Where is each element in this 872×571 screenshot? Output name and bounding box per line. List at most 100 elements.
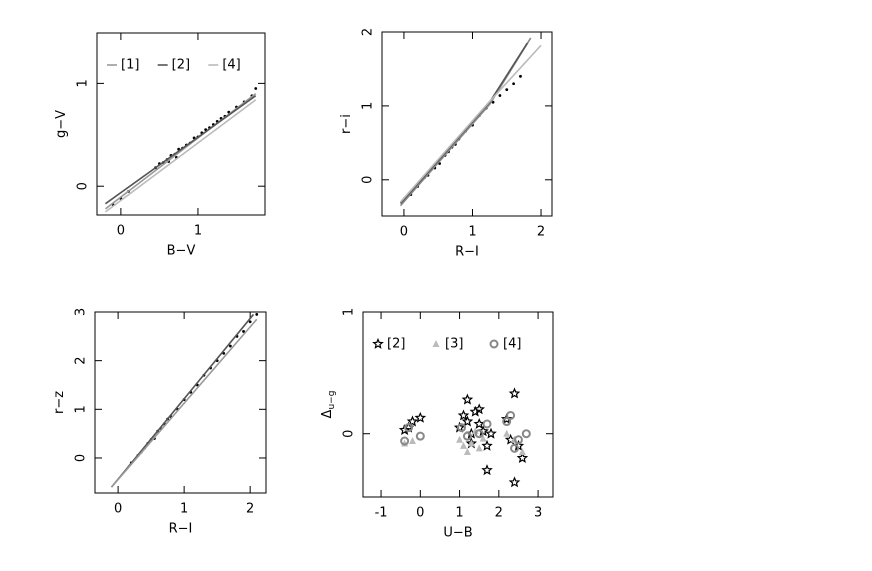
y-axis-label: g−V — [54, 110, 69, 138]
x-tick-label: 0 — [400, 225, 408, 240]
x-tick-label: 2 — [246, 502, 254, 517]
y-tick-label: 0 — [74, 454, 89, 462]
x-tick-label: 1 — [180, 502, 188, 517]
x-axis-label: R−I — [169, 522, 193, 537]
circle-point — [506, 410, 516, 420]
star-point — [469, 405, 482, 417]
triangle-point — [479, 434, 487, 442]
point — [498, 94, 502, 97]
fit-line — [399, 44, 542, 203]
point — [228, 344, 232, 348]
legend-label: [1] — [121, 58, 139, 73]
x-tick-label: 0 — [416, 506, 424, 521]
x-axis-label: B−V — [167, 244, 196, 259]
circle-point — [415, 431, 425, 441]
y-tick-label: 0 — [361, 176, 376, 184]
circle-point — [482, 419, 492, 429]
y-tick-label: 0 — [342, 430, 357, 438]
y-tick-label: 1 — [76, 79, 91, 87]
y-tick-label: 1 — [361, 102, 376, 110]
circle-point — [510, 443, 520, 453]
legend-label: [2] — [172, 58, 190, 73]
legend-label: [2] — [387, 337, 405, 352]
point — [242, 330, 245, 333]
triangle-point — [463, 447, 471, 455]
circle-point — [457, 423, 467, 433]
x-axis-label: R−I — [455, 245, 479, 260]
y-axis-label: Δu−g — [320, 391, 337, 419]
circle-point — [502, 417, 512, 427]
y-tick-label: 1 — [342, 308, 357, 316]
x-tick-label: 0 — [114, 502, 122, 517]
y-tick-label: 2 — [361, 28, 376, 36]
plot-frame — [362, 311, 554, 498]
y-axis-label-sub: u−g — [327, 391, 337, 410]
fit-line — [110, 318, 258, 488]
legend-swatch — [372, 337, 384, 349]
triangle-point — [475, 444, 483, 452]
x-tick-label: 2 — [537, 225, 545, 240]
triangle-point — [471, 427, 479, 435]
star-point — [516, 452, 529, 463]
point — [254, 87, 258, 90]
plot-frame — [94, 311, 267, 494]
y-axis-label-main: Δ — [320, 409, 335, 418]
star-point — [473, 417, 485, 429]
y-axis-label: r−z — [52, 391, 67, 414]
legend-swatch — [489, 339, 499, 349]
star-point — [508, 387, 521, 399]
fit-line — [110, 313, 255, 488]
circle-point — [404, 423, 414, 433]
triangle-point — [459, 441, 467, 449]
y-axis-label-main: r−i — [339, 114, 354, 134]
circle-point — [513, 435, 523, 445]
legend-label: [4] — [503, 337, 521, 352]
point — [512, 82, 516, 86]
x-tick-label: 1 — [455, 506, 463, 521]
y-axis-label-main: r−z — [52, 391, 67, 414]
y-tick-label: 1 — [74, 405, 89, 413]
star-point — [406, 415, 419, 427]
circle-point — [462, 431, 472, 441]
star-point — [481, 439, 493, 451]
x-tick-label: 2 — [495, 506, 503, 521]
triangle-point — [456, 435, 464, 443]
triangle-point — [503, 429, 511, 437]
x-axis-label: U−B — [443, 526, 472, 541]
x-tick-label: 1 — [468, 225, 476, 240]
plot-frame — [381, 31, 553, 217]
legend-label: [4] — [222, 58, 240, 73]
point — [505, 88, 509, 92]
star-point — [414, 411, 427, 423]
x-tick-label: 0 — [117, 224, 125, 239]
triangle-point — [467, 439, 475, 447]
star-point — [500, 413, 513, 424]
star-point — [485, 427, 497, 439]
y-axis-label: r−i — [339, 114, 354, 134]
y-tick-label: 3 — [74, 308, 89, 316]
point — [255, 313, 259, 316]
x-tick-label: 1 — [194, 224, 202, 239]
fit-line — [105, 95, 257, 205]
x-tick-label: -1 — [375, 506, 388, 521]
star-point — [508, 476, 521, 488]
star-point — [457, 409, 470, 421]
y-axis-label-main: g−V — [54, 110, 69, 138]
star-point — [473, 403, 485, 415]
circle-point — [521, 429, 531, 439]
point — [248, 320, 252, 324]
star-point — [461, 415, 474, 427]
legend-swatch — [432, 340, 440, 347]
x-tick-label: 3 — [534, 506, 542, 521]
fit-line — [104, 99, 257, 213]
star-point — [398, 424, 411, 435]
circle-point — [474, 429, 484, 439]
triangle-point — [408, 437, 416, 445]
star-point — [481, 464, 493, 476]
circle-point — [400, 436, 410, 446]
y-tick-label: 2 — [74, 357, 89, 365]
point — [519, 74, 522, 78]
y-tick-label: 0 — [76, 182, 91, 190]
legend-label: [3] — [445, 337, 463, 352]
